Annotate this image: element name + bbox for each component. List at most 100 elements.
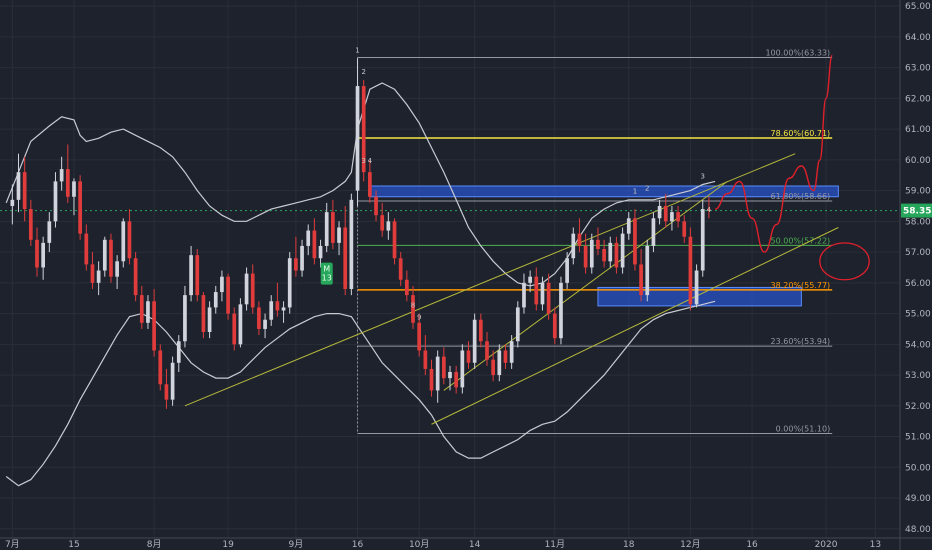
fib-label: 78.60%(60.71) xyxy=(771,129,831,138)
candle-body xyxy=(386,221,391,231)
candle-body xyxy=(312,230,317,259)
y-tick-label: 62.00 xyxy=(905,94,931,104)
candle-series xyxy=(10,58,711,409)
candle-body xyxy=(361,86,366,173)
candle-body xyxy=(232,313,237,345)
band-lower xyxy=(5,300,716,487)
x-tick-label: 16 xyxy=(746,540,758,550)
candle-body xyxy=(195,255,200,296)
candle-body xyxy=(503,350,508,363)
candle-body xyxy=(411,295,415,323)
x-tick-label: 9月 xyxy=(289,539,304,550)
candle-body xyxy=(435,356,440,391)
candle-body xyxy=(226,276,230,314)
fib-label: 50.00%(57.22) xyxy=(771,236,831,245)
band-upper xyxy=(5,82,716,287)
candle-body xyxy=(485,341,489,360)
fib-label: 100.00%(63.33) xyxy=(765,48,830,57)
x-tick-label: 16 xyxy=(352,540,364,550)
y-tick-label: 48.00 xyxy=(905,525,931,535)
count-label: 3 xyxy=(701,172,705,180)
candle-body xyxy=(35,239,39,268)
candle-body xyxy=(441,356,446,379)
y-tick-label: 52.00 xyxy=(905,402,931,412)
candle-body xyxy=(324,212,329,246)
x-tick-label: 7月 xyxy=(5,539,20,550)
candle-body xyxy=(41,242,45,268)
candle-body xyxy=(337,227,341,243)
candle-body xyxy=(78,181,82,234)
y-tick-label: 63.00 xyxy=(905,64,931,74)
channel-line xyxy=(431,227,839,425)
price-axis[interactable]: 48.00 49.00 50.00 51.00 52.00 53.00 54.00 55.00… xyxy=(905,2,931,535)
candle-body xyxy=(663,205,668,222)
count-label: 1 xyxy=(633,188,637,196)
candle-body xyxy=(608,242,613,262)
candle-body xyxy=(244,273,249,305)
candle-body xyxy=(374,196,378,216)
candle-body xyxy=(269,301,274,320)
candle-body xyxy=(16,172,21,200)
candle-body xyxy=(528,276,532,283)
y-tick-label: 53.00 xyxy=(905,371,931,381)
candle-body xyxy=(164,384,169,400)
candle-body xyxy=(183,295,187,342)
y-tick-label: 49.00 xyxy=(905,494,931,504)
candle-body xyxy=(515,307,520,342)
last-price-badge: 58.35 xyxy=(901,203,932,218)
candle-body xyxy=(355,86,360,191)
candle-body xyxy=(72,181,76,197)
candle-body xyxy=(694,270,699,305)
candle-body xyxy=(146,301,150,323)
candle-body xyxy=(688,236,693,305)
candle-body xyxy=(423,350,428,369)
fib-label: 38.20%(55.77) xyxy=(771,281,831,290)
x-tick-label: 10月 xyxy=(409,539,429,550)
time-axis[interactable]: 7月 15 8月 19 9月 16 10月 14 11月 18 12月 16 2020 13 xyxy=(5,539,881,550)
y-tick-label: 59.00 xyxy=(905,187,931,197)
price-projection xyxy=(714,54,870,281)
candle-body xyxy=(417,322,422,351)
candle-body xyxy=(84,233,89,265)
candle-body xyxy=(478,319,483,342)
candle-body xyxy=(626,218,631,234)
zone-box xyxy=(369,185,839,198)
circle-annotation xyxy=(819,242,870,281)
candle-body xyxy=(349,199,354,289)
candle-body xyxy=(53,181,58,222)
count-label: 4 xyxy=(707,206,712,214)
fib-label: 0.00%(51.10) xyxy=(776,424,831,433)
candle-body xyxy=(220,276,224,293)
candle-body xyxy=(491,359,495,376)
candle-body xyxy=(700,209,705,271)
x-tick-label: 19 xyxy=(222,540,234,550)
candle-body xyxy=(176,341,181,363)
candle-body xyxy=(565,258,569,283)
candle-body xyxy=(257,307,261,329)
candle-body xyxy=(213,292,218,308)
fib-label: 61.80%(58.66) xyxy=(771,192,831,201)
candle-body xyxy=(109,239,113,277)
x-tick-label: 12月 xyxy=(680,539,700,550)
fib-label: 23.60%(53.94) xyxy=(771,337,831,346)
candle-body xyxy=(238,304,243,345)
candle-body xyxy=(682,221,687,237)
y-tick-label: 61.00 xyxy=(905,125,931,135)
y-tick-label: 60.00 xyxy=(905,156,931,166)
candle-body xyxy=(676,212,680,222)
count-label: 3 xyxy=(361,157,365,165)
candle-body xyxy=(10,199,15,206)
candle-body xyxy=(405,279,409,296)
candle-body xyxy=(472,319,477,363)
candle-body xyxy=(614,242,619,268)
y-tick-label: 57.00 xyxy=(905,248,931,258)
marker-box xyxy=(320,262,333,285)
candle-body xyxy=(380,215,385,231)
candle-body xyxy=(707,209,711,211)
candle-body xyxy=(583,245,588,268)
bollinger-bands xyxy=(5,82,716,487)
